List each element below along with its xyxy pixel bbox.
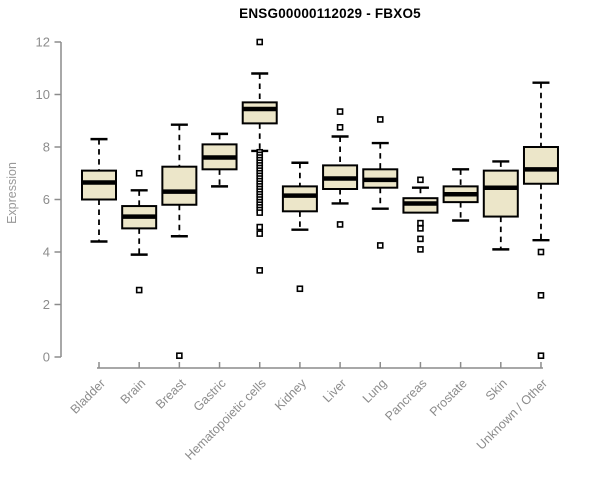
outlier-point xyxy=(256,209,264,216)
outlier-point xyxy=(336,124,344,131)
boxplot-breast xyxy=(161,123,198,359)
boxplot-hematopoietic-cells xyxy=(241,38,278,274)
outlier-point xyxy=(256,230,264,237)
x-tick-label: Breast xyxy=(153,376,189,412)
boxplot-skin xyxy=(482,160,519,251)
outlier-point xyxy=(256,267,264,274)
x-tick-label: Pancreas xyxy=(382,376,429,423)
x-tick-label: Gastric xyxy=(191,376,229,414)
boxplot-brain xyxy=(121,169,158,294)
outlier-point xyxy=(296,285,304,293)
boxplot-unknown-other xyxy=(522,81,559,359)
outlier-point xyxy=(336,221,344,228)
outlier-point xyxy=(176,352,183,359)
outlier-point xyxy=(417,246,424,253)
outlier-point xyxy=(417,225,424,232)
boxplot-bladder xyxy=(81,137,117,243)
x-tick-label: Unknown / Other xyxy=(474,376,550,452)
x-tick-label: Brain xyxy=(118,376,149,407)
boxplot-liver xyxy=(322,108,359,228)
x-tick-label: Prostate xyxy=(427,376,470,419)
outlier-point xyxy=(256,38,264,46)
x-tick-label: Skin xyxy=(483,376,510,403)
boxplot-gastric xyxy=(201,132,238,188)
y-tick-label: 8 xyxy=(43,140,50,155)
chart-title: ENSG00000112029 - FBXO5 xyxy=(239,6,421,21)
y-axis-label: Expression xyxy=(5,162,19,224)
outlier-point xyxy=(135,169,143,177)
y-tick-label: 4 xyxy=(43,245,50,260)
outlier-point xyxy=(417,219,424,227)
outlier-point xyxy=(135,286,143,294)
outlier-point xyxy=(256,223,264,231)
outlier-point xyxy=(376,116,384,123)
x-tick-label: Kidney xyxy=(272,376,309,413)
y-tick-label: 12 xyxy=(36,35,50,50)
y-tick-label: 2 xyxy=(43,297,50,312)
outlier-point xyxy=(376,242,384,249)
outlier-point xyxy=(537,352,545,359)
boxplot-pancreas xyxy=(402,176,439,253)
outlier-point xyxy=(417,235,424,243)
x-tick-label: Bladder xyxy=(68,376,108,416)
x-tick-label: Lung xyxy=(360,376,390,406)
y-tick-label: 10 xyxy=(36,87,50,102)
boxplot-prostate xyxy=(442,168,479,222)
boxplot-kidney xyxy=(281,161,318,293)
x-tick-label: Liver xyxy=(320,376,349,405)
outlier-point xyxy=(336,108,344,115)
outlier-point xyxy=(537,292,545,299)
boxplot-lung xyxy=(362,116,399,249)
outlier-point xyxy=(537,248,545,256)
y-tick-label: 0 xyxy=(43,350,50,365)
y-tick-label: 6 xyxy=(43,192,50,207)
outlier-point xyxy=(417,176,424,184)
